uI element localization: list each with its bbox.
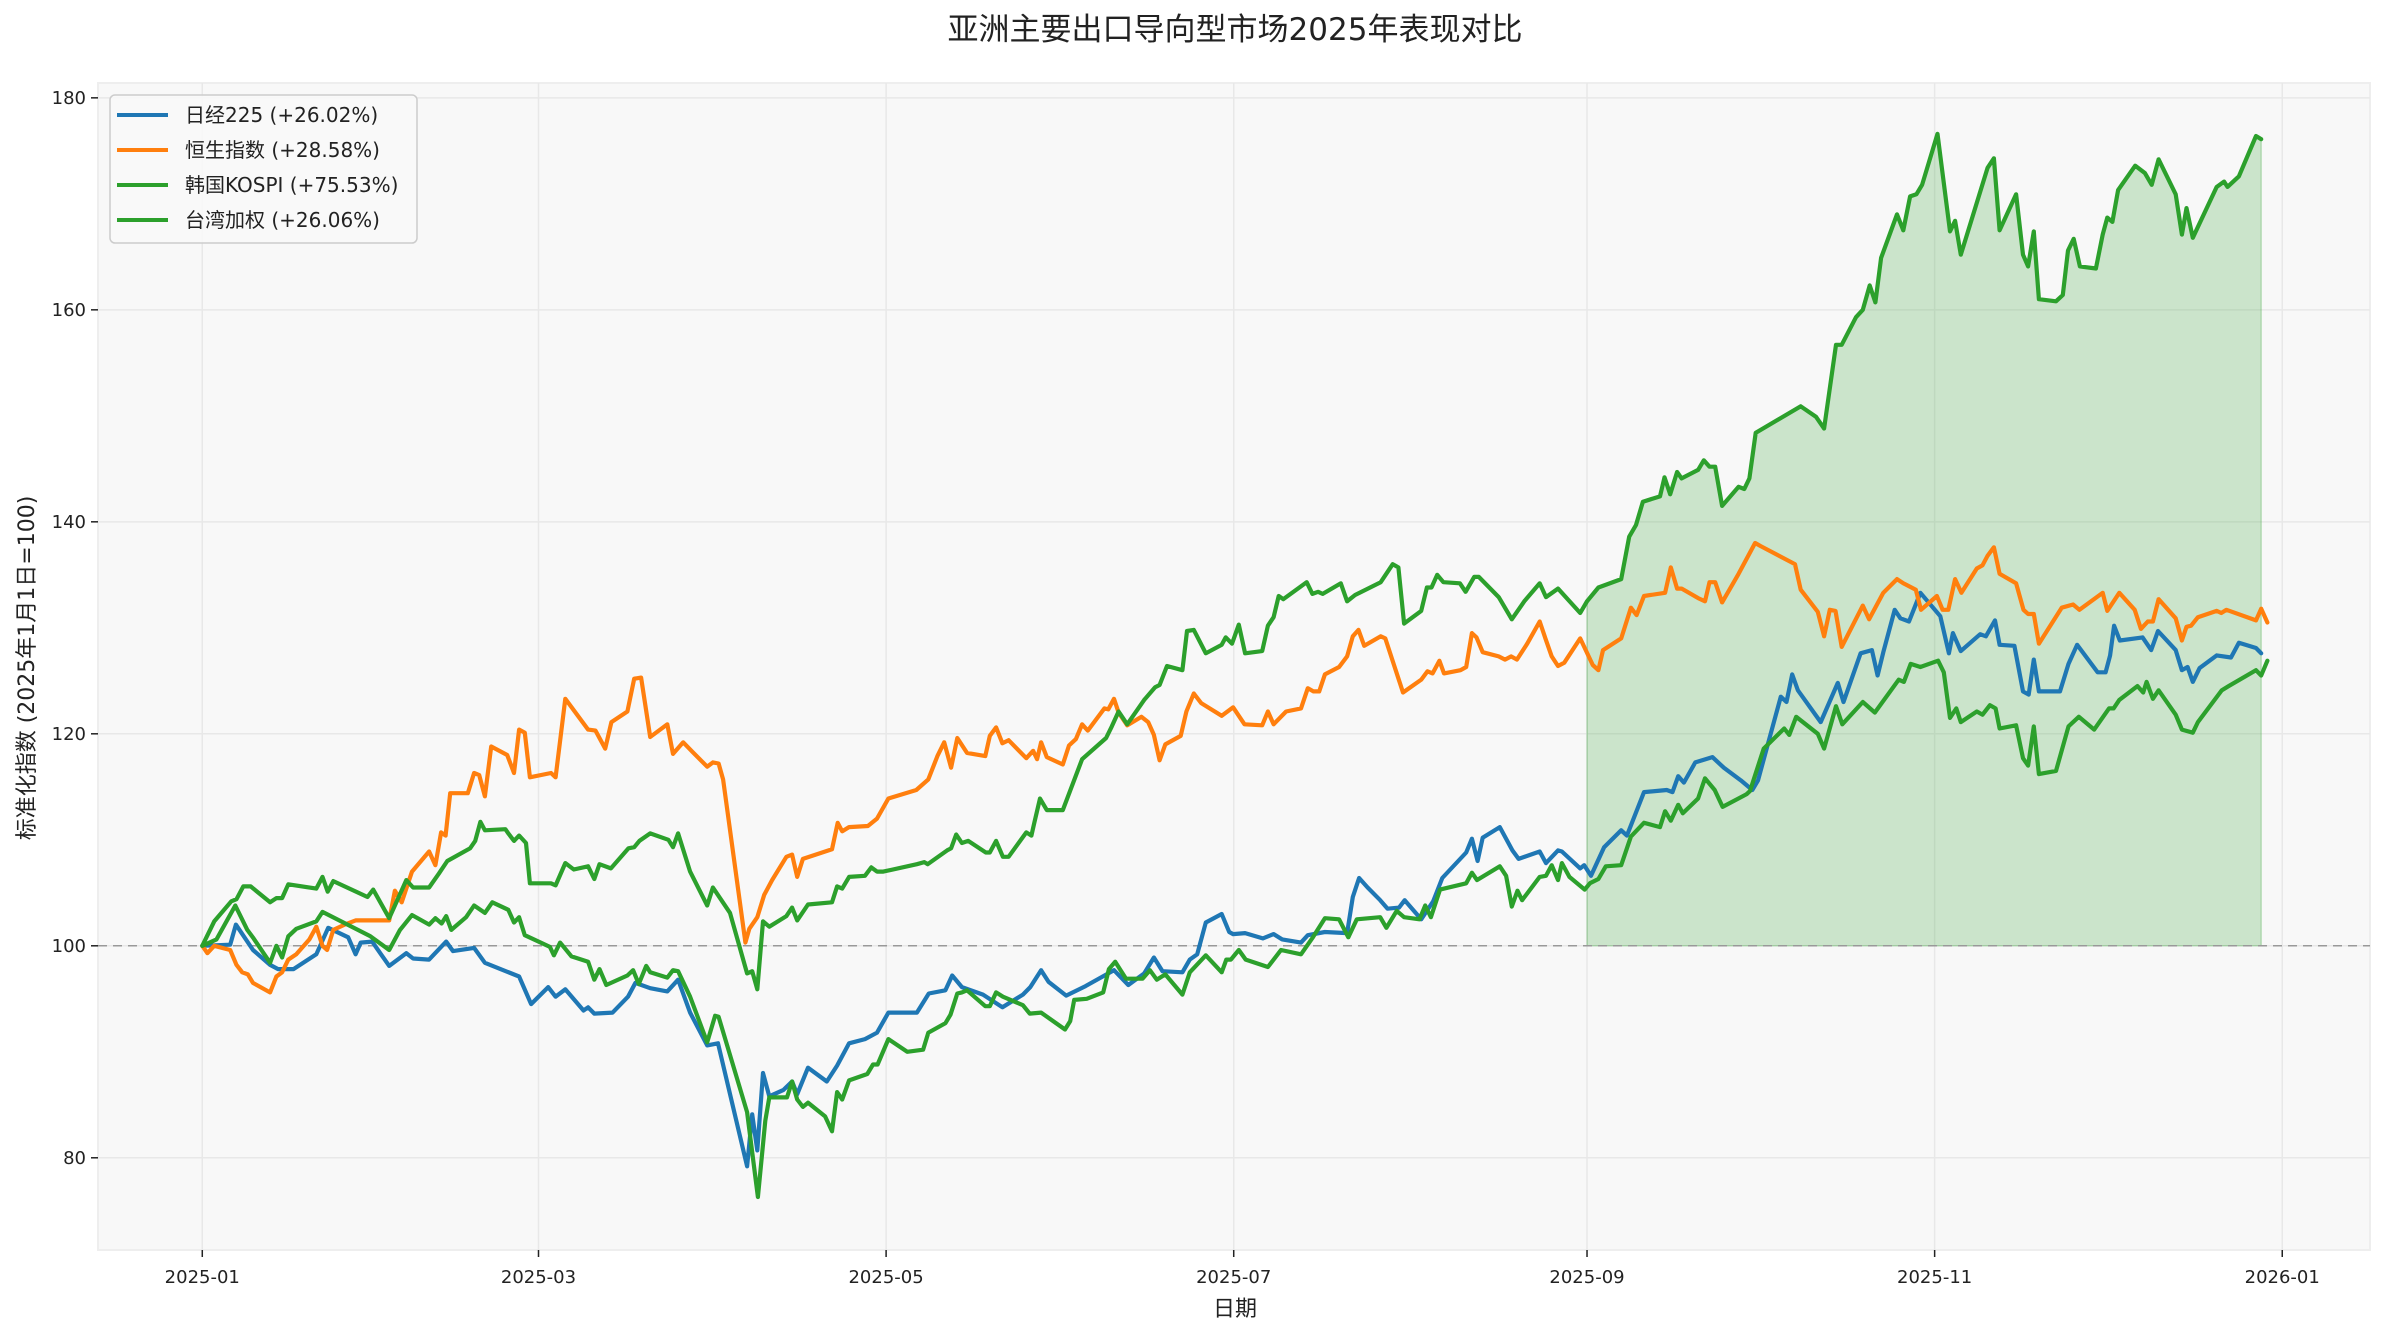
- x-tick-label: 2025-11: [1897, 1267, 1972, 1288]
- x-tick-label: 2025-03: [501, 1267, 576, 1288]
- gridlines: [98, 83, 2370, 1250]
- legend-box: [109, 94, 418, 244]
- y-axis-ticks: 80 100 120 140 160 180: [52, 88, 98, 1169]
- series-line-0: [200, 590, 2264, 1169]
- y-tick-label: 120: [52, 724, 86, 745]
- chart-title: 亚洲主要出口导向型市场2025年表现对比: [948, 12, 1523, 48]
- legend-item-kospi: 韩国KOSPI (+75.53%): [117, 173, 398, 197]
- legend-label-hsi: 恒生指数 (+28.58%): [185, 138, 380, 162]
- legend-item-taiex: 台湾加权 (+26.06%): [117, 208, 380, 232]
- legend-label-taiex: 台湾加权 (+26.06%): [185, 208, 380, 232]
- y-tick-label: 80: [63, 1148, 86, 1169]
- series-line-2: [200, 131, 2264, 992]
- legend-label-nikkei: 日经225 (+26.02%): [185, 103, 378, 127]
- y-tick-label: 100: [52, 936, 86, 957]
- series-line-1: [200, 540, 2270, 995]
- x-axis-label: 日期: [1213, 1297, 1257, 1322]
- y-tick-label: 140: [52, 512, 86, 533]
- legend-label-kospi: 韩国KOSPI (+75.53%): [185, 173, 398, 197]
- y-axis-label: 标准化指数 (2025年1月1日=100): [15, 496, 40, 841]
- legend-item-nikkei: 日经225 (+26.02%): [117, 103, 378, 127]
- legend: 日经225 (+26.02%) 恒生指数 (+28.58%) 韩国KOSPI (…: [109, 94, 418, 244]
- x-tick-label: 2025-07: [1196, 1267, 1271, 1288]
- x-axis-ticks: 2025-01 2025-03 2025-05 2025-07 2025-09 2025-…: [165, 1250, 2320, 1288]
- x-tick-label: 2026-01: [2245, 1267, 2320, 1288]
- series-lines: [200, 131, 2270, 1200]
- x-tick-label: 2025-01: [165, 1267, 240, 1288]
- legend-item-hsi: 恒生指数 (+28.58%): [117, 138, 380, 162]
- y-tick-label: 160: [52, 300, 86, 321]
- y-tick-label: 180: [52, 88, 86, 109]
- x-tick-label: 2025-09: [1549, 1267, 1624, 1288]
- x-tick-label: 2025-05: [848, 1267, 923, 1288]
- series-line-3: [200, 658, 2270, 1200]
